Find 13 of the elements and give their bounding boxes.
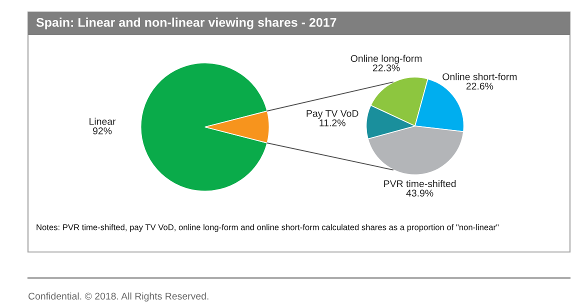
chart-title: Spain: Linear and non-linear viewing shares - 2017 — [36, 18, 336, 30]
slice-label: Online short-form — [442, 73, 517, 80]
text: Notes: PVR time-shifted, pay TV VoD, online long-form and online short-form calculated shares as a proportion of "non-linear" — [36, 224, 499, 232]
text: Confidential. © 2018. All Rights Reserved. — [28, 292, 208, 302]
data-label: 22.3% — [372, 64, 400, 72]
data-label: 22.6% — [466, 82, 494, 90]
slice-label: Linear — [90, 118, 116, 125]
data-label: 43.9% — [406, 190, 434, 197]
data-label: 92% — [93, 127, 112, 134]
slice-label: Online long-form — [350, 54, 422, 64]
slice-label: PVR time-shifted — [384, 180, 456, 188]
slice-label: Pay TV VoD — [306, 110, 358, 119]
data-label: 11.2% — [320, 119, 346, 126]
